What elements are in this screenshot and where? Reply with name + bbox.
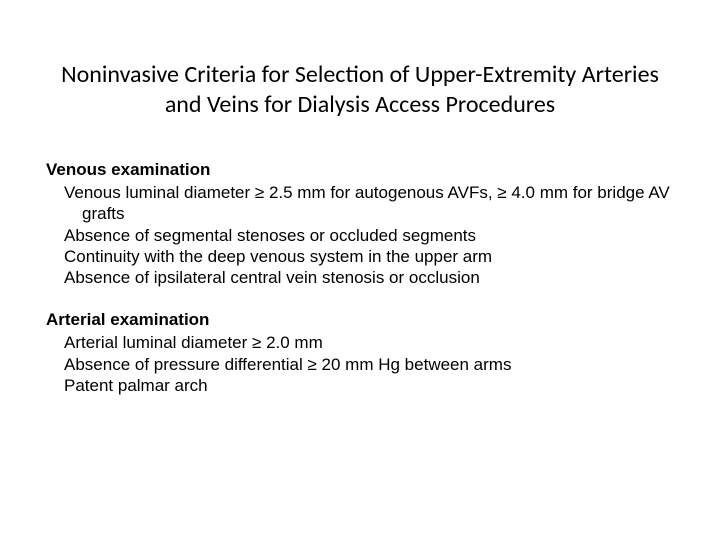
list-item: Patent palmar arch [64, 375, 680, 396]
slide-page: Noninvasive Criteria for Selection of Up… [0, 0, 720, 396]
list-item: Absence of pressure differential ≥ 20 mm… [64, 354, 680, 375]
list-item: Absence of segmental stenoses or occlude… [64, 225, 680, 246]
section-venous: Venous examination Venous luminal diamet… [40, 160, 680, 288]
list-item: Absence of ipsilateral central vein sten… [64, 267, 680, 288]
section-arterial: Arterial examination Arterial luminal di… [40, 310, 680, 396]
slide-title: Noninvasive Criteria for Selection of Up… [50, 60, 670, 120]
section-items: Venous luminal diameter ≥ 2.5 mm for aut… [46, 182, 680, 288]
list-item: Arterial luminal diameter ≥ 2.0 mm [64, 332, 680, 353]
list-item: Continuity with the deep venous system i… [64, 246, 680, 267]
list-item: Venous luminal diameter ≥ 2.5 mm for aut… [64, 182, 680, 225]
section-heading: Venous examination [46, 160, 680, 180]
section-items: Arterial luminal diameter ≥ 2.0 mm Absen… [46, 332, 680, 396]
section-heading: Arterial examination [46, 310, 680, 330]
